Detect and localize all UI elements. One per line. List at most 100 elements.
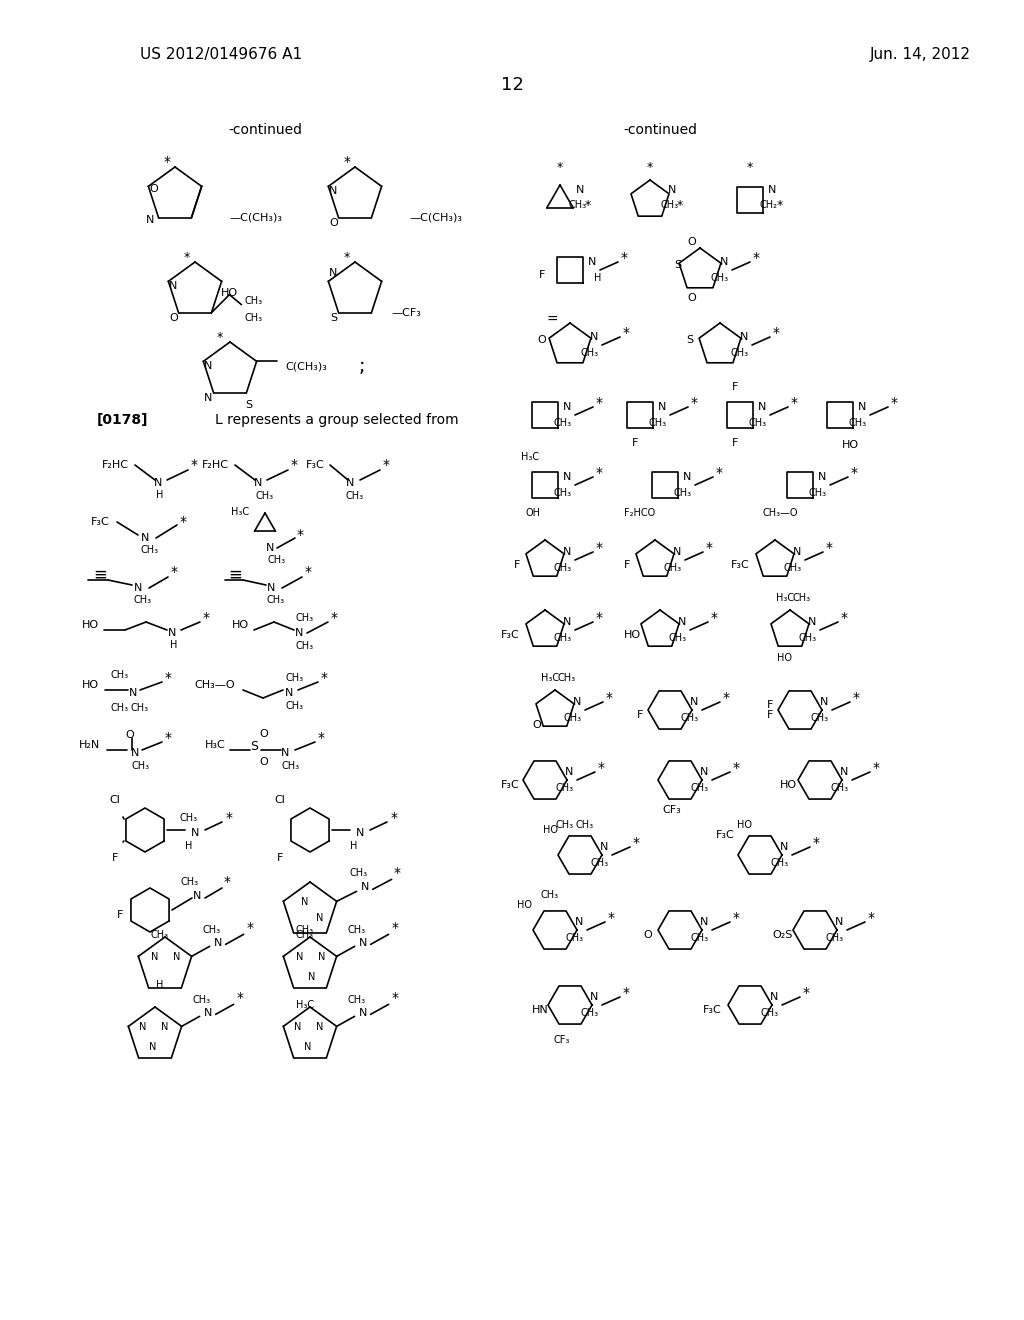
Text: F₃C: F₃C — [305, 459, 325, 470]
Text: CH₃: CH₃ — [566, 933, 584, 942]
Text: N: N — [129, 688, 137, 698]
Text: CH₃: CH₃ — [346, 491, 365, 502]
Text: 12: 12 — [501, 77, 523, 94]
Text: N: N — [590, 993, 598, 1002]
Text: *: * — [225, 810, 232, 825]
Text: N: N — [152, 952, 159, 962]
Text: *: * — [677, 198, 683, 211]
Text: Cl: Cl — [110, 795, 121, 805]
Text: CH₃: CH₃ — [691, 783, 709, 793]
Text: H: H — [350, 841, 357, 851]
Text: CH₃: CH₃ — [649, 418, 667, 428]
Text: N: N — [316, 913, 324, 923]
Text: N: N — [193, 891, 201, 902]
Text: CH₃: CH₃ — [811, 713, 829, 723]
Text: CH₃: CH₃ — [286, 701, 304, 711]
Text: *: * — [853, 690, 859, 705]
Text: H₃C: H₃C — [521, 451, 539, 462]
Text: *: * — [633, 836, 640, 850]
Text: CH₃: CH₃ — [180, 813, 198, 822]
Text: CH₃: CH₃ — [203, 925, 221, 936]
Text: *: * — [596, 396, 602, 411]
Text: CH₃: CH₃ — [296, 642, 314, 651]
Text: O: O — [126, 730, 134, 741]
Text: CH₃: CH₃ — [556, 820, 574, 830]
Text: CH₃: CH₃ — [793, 593, 811, 603]
Text: *: * — [184, 251, 190, 264]
Text: CH₃: CH₃ — [131, 704, 150, 713]
Text: H₃C: H₃C — [231, 507, 249, 517]
Text: N: N — [134, 583, 142, 593]
Text: N: N — [295, 628, 303, 638]
Text: -continued: -continued — [623, 123, 697, 137]
Text: N: N — [169, 281, 177, 292]
Text: *: * — [383, 458, 389, 473]
Text: CH₃: CH₃ — [591, 858, 609, 869]
Text: HO: HO — [737, 820, 753, 830]
Text: N: N — [758, 403, 766, 412]
Text: CH₃: CH₃ — [660, 201, 679, 210]
Text: N: N — [266, 543, 274, 553]
Text: *: * — [891, 396, 897, 411]
Text: CH₃: CH₃ — [731, 348, 750, 358]
Text: N: N — [346, 478, 354, 488]
Text: CH₂: CH₂ — [759, 201, 777, 210]
Text: N: N — [304, 1041, 311, 1052]
Text: O: O — [644, 931, 652, 940]
Text: *: * — [317, 731, 325, 744]
Text: O: O — [169, 313, 178, 322]
Text: N: N — [820, 697, 828, 708]
Text: *: * — [179, 515, 186, 529]
Text: CH₃: CH₃ — [558, 673, 577, 682]
Text: N: N — [204, 1008, 212, 1018]
Text: *: * — [344, 251, 350, 264]
Text: *: * — [237, 991, 243, 1006]
Text: CH₃: CH₃ — [581, 348, 599, 358]
Text: O: O — [688, 238, 696, 247]
Text: N: N — [162, 1022, 169, 1032]
Text: N: N — [858, 403, 866, 412]
Text: N: N — [563, 473, 571, 482]
Text: CH₃: CH₃ — [296, 612, 314, 623]
Text: N: N — [205, 392, 213, 403]
Text: F: F — [632, 438, 638, 447]
Text: S: S — [250, 741, 258, 754]
Text: CH₃—O: CH₃—O — [762, 508, 798, 517]
Text: CH₃: CH₃ — [809, 488, 827, 498]
Text: N: N — [146, 215, 155, 224]
Text: N: N — [720, 257, 728, 267]
Text: H₃C: H₃C — [296, 1001, 314, 1010]
Text: CF₃: CF₃ — [554, 1035, 570, 1045]
Text: N: N — [131, 748, 139, 758]
Text: CH₃: CH₃ — [849, 418, 867, 428]
Text: N: N — [768, 185, 776, 195]
Text: F: F — [276, 853, 284, 863]
Text: Jun. 14, 2012: Jun. 14, 2012 — [870, 48, 971, 62]
Text: *: * — [165, 671, 171, 685]
Text: CH₃: CH₃ — [554, 634, 572, 643]
Text: N: N — [699, 767, 709, 777]
Text: N: N — [154, 478, 162, 488]
Text: O: O — [538, 335, 547, 345]
Text: H₃C: H₃C — [541, 673, 559, 682]
Text: CH₃: CH₃ — [181, 876, 199, 887]
Text: CH₃: CH₃ — [296, 931, 314, 940]
Text: US 2012/0149676 A1: US 2012/0149676 A1 — [140, 48, 302, 62]
Text: *: * — [647, 161, 653, 174]
Text: CH₃: CH₃ — [564, 713, 582, 723]
Text: HO: HO — [231, 620, 249, 630]
Text: H: H — [157, 979, 164, 990]
Text: N: N — [267, 583, 275, 593]
Text: N: N — [173, 952, 180, 962]
Text: CH₃: CH₃ — [256, 491, 274, 502]
Text: CH₃: CH₃ — [799, 634, 817, 643]
Text: CH₃: CH₃ — [569, 201, 587, 210]
Text: N: N — [563, 403, 571, 412]
Text: N: N — [590, 333, 598, 342]
Text: S: S — [675, 260, 682, 271]
Text: *: * — [164, 154, 171, 169]
Text: N: N — [141, 533, 150, 543]
Text: *: * — [217, 330, 223, 343]
Text: F₃C: F₃C — [702, 1005, 721, 1015]
Text: *: * — [246, 921, 253, 936]
